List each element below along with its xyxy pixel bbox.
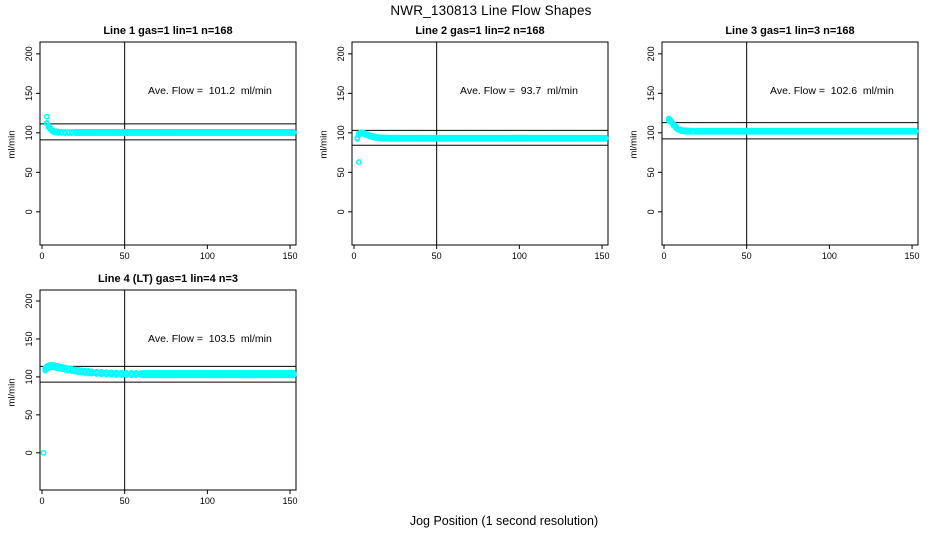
plot-area: 0 50 100 150 0 50 100 150 200 [336,41,610,261]
svg-text:100: 100 [200,251,215,261]
svg-text:200: 200 [646,46,656,61]
ave-flow-annotation: Ave. Flow = 103.5 ml/min [148,333,272,345]
panel-title: Line 3 gas=1 lin=3 n=168 [725,25,855,37]
panel-line-2: Line 2 gas=1 lin=2 n=168 ml/min 0 50 100 15… [312,22,614,270]
svg-text:100: 100 [200,496,215,506]
panel-title: Line 2 gas=1 lin=2 n=168 [415,25,545,37]
svg-text:150: 150 [646,86,656,101]
svg-text:100: 100 [646,125,656,140]
svg-text:200: 200 [24,46,34,61]
svg-text:0: 0 [24,209,34,214]
svg-text:0: 0 [351,251,356,261]
svg-text:100: 100 [24,369,34,384]
x-axis-label: Jog Position (1 second resolution) [409,514,599,528]
ave-flow-annotation: Ave. Flow = 101.2 ml/min [148,85,272,97]
panel-line-3: Line 3 gas=1 lin=3 n=168 ml/min 0 50 100 15… [622,22,924,270]
svg-text:100: 100 [822,251,837,261]
svg-text:200: 200 [336,46,346,61]
svg-text:150: 150 [24,86,34,101]
svg-text:50: 50 [432,251,442,261]
svg-text:0: 0 [661,251,666,261]
svg-text:0: 0 [646,209,656,214]
plot-area: 0 50 100 150 0 50 100 150 200 [646,41,920,261]
svg-text:100: 100 [336,125,346,140]
svg-text:150: 150 [283,496,298,506]
svg-text:150: 150 [905,251,920,261]
svg-text:0: 0 [39,251,44,261]
svg-text:150: 150 [595,251,610,261]
svg-text:100: 100 [512,251,527,261]
svg-text:50: 50 [742,251,752,261]
svg-text:0: 0 [39,496,44,506]
ave-flow-annotation: Ave. Flow = 102.6 ml/min [770,85,894,97]
svg-text:50: 50 [646,167,656,177]
panel-title: Line 1 gas=1 lin=1 n=168 [103,25,233,37]
svg-text:100: 100 [24,125,34,140]
plot-area: 0 50 100 150 0 50 100 150 200 [24,41,298,261]
panel-title: Line 4 (LT) gas=1 lin=4 n=3 [97,273,239,285]
svg-text:50: 50 [24,167,34,177]
svg-text:0: 0 [336,209,346,214]
svg-text:50: 50 [336,167,346,177]
svg-text:150: 150 [336,86,346,101]
svg-text:50: 50 [120,496,130,506]
svg-text:150: 150 [283,251,298,261]
svg-text:50: 50 [120,251,130,261]
svg-text:0: 0 [24,450,34,455]
svg-text:200: 200 [24,293,34,308]
ave-flow-annotation: Ave. Flow = 93.7 ml/min [460,85,578,97]
svg-text:50: 50 [24,410,34,420]
panel-line-4: Line 4 (LT) gas=1 lin=4 n=3 ml/min 0 50 10… [0,270,302,518]
panel-line-1: Line 1 gas=1 lin=1 n=168 ml/min 0 50 100 15… [0,22,302,270]
main-title: NWR_130813 Line Flow Shapes [390,3,592,18]
svg-text:150: 150 [24,331,34,346]
plot-area: 0 50 100 150 0 50 100 150 200 [24,289,298,506]
